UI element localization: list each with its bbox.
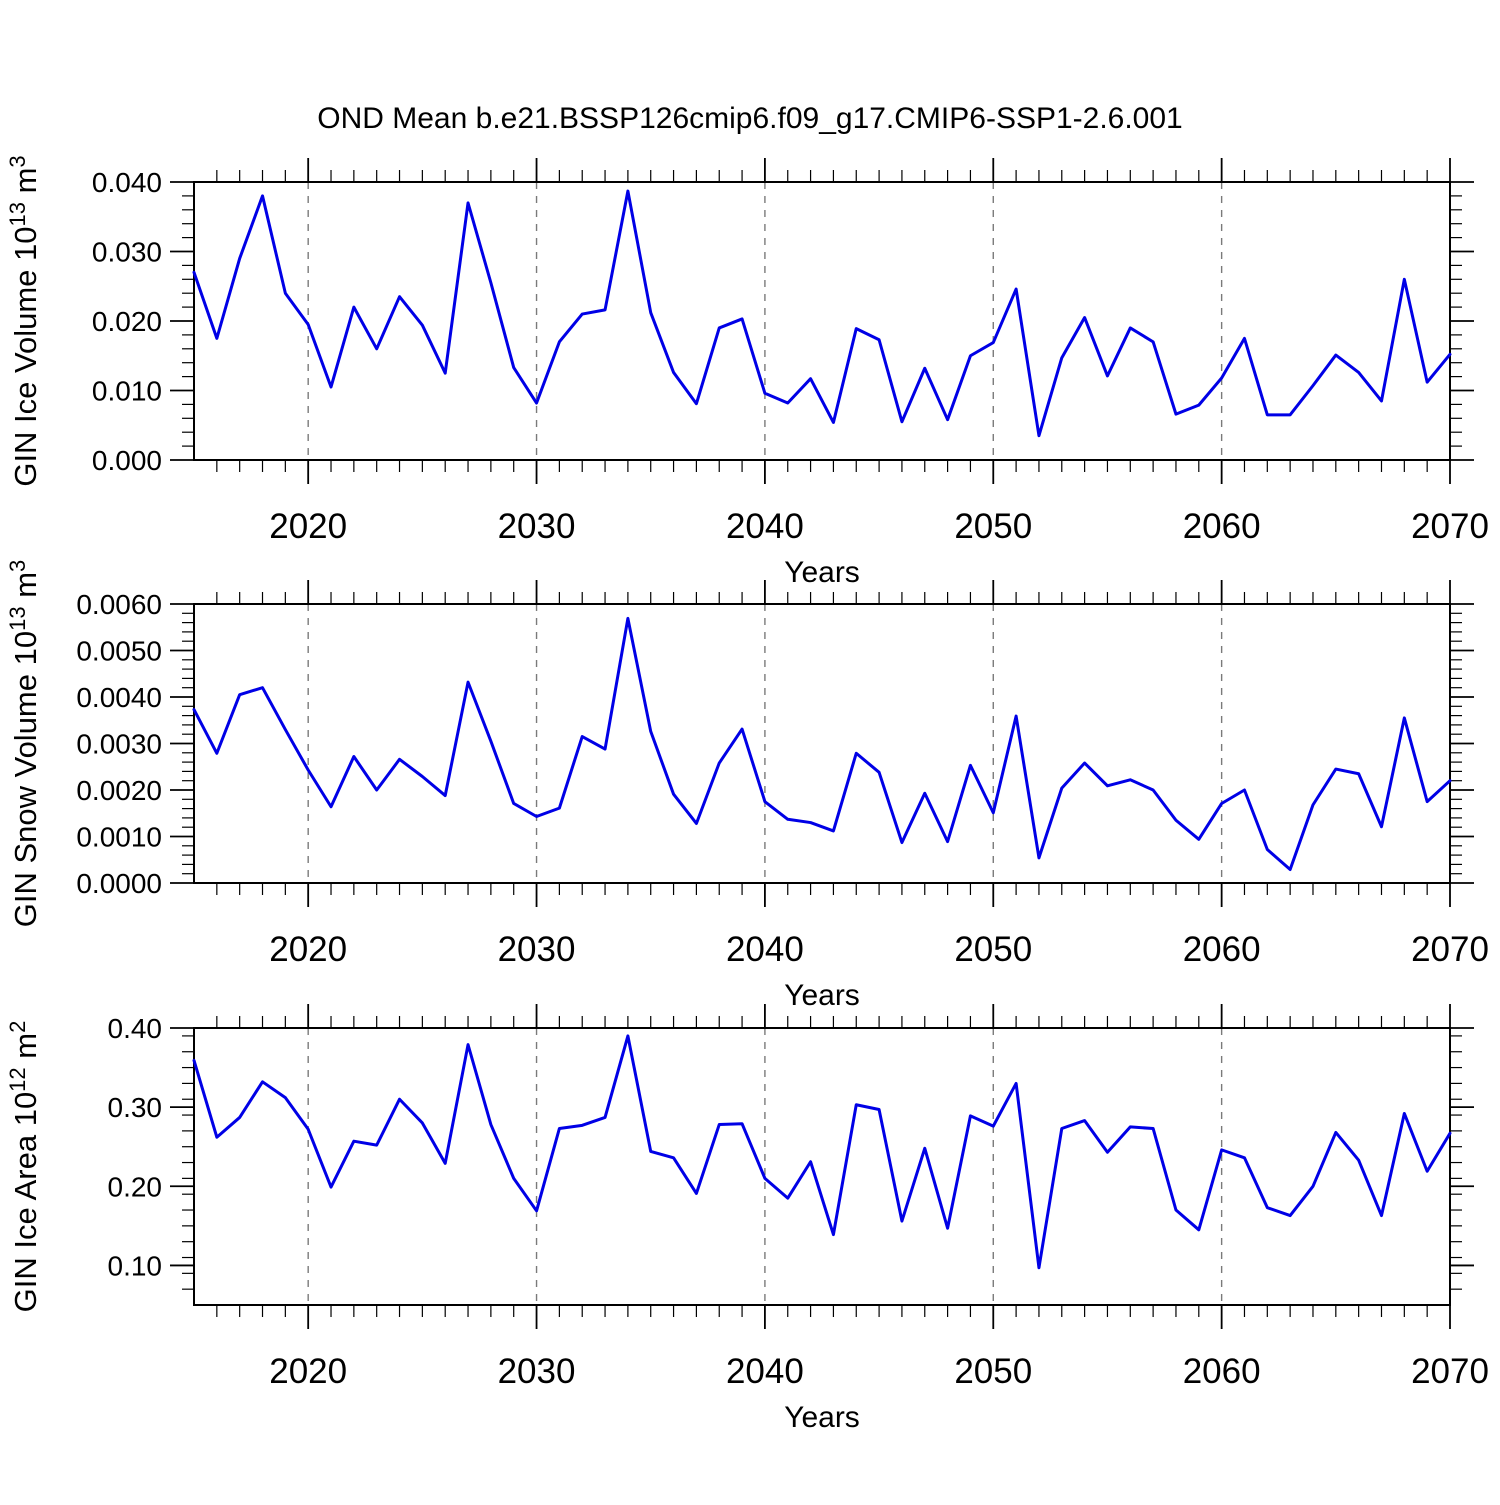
y-axis-title: GIN Ice Volume 1013 m3 — [5, 155, 43, 486]
ice-area-frame — [193, 1027, 1451, 1306]
y-axis-title-sup: 2 — [5, 1021, 30, 1033]
y-tick-label: 0.040 — [92, 167, 162, 198]
x-tick-label: 2070 — [1411, 930, 1489, 969]
panel-snow-volume: 2020 2030 2040 2050 2060 2070 Years 0.0000 0.001… — [5, 560, 1489, 1012]
y-tick-label: 0.30 — [108, 1092, 163, 1123]
ice-volume-frame — [193, 181, 1451, 461]
y-tick-label: 0.000 — [92, 445, 162, 476]
y-tick-label: 0.0000 — [76, 868, 162, 899]
x-tick-label: 2070 — [1411, 1352, 1489, 1391]
x-tick-label: 2040 — [726, 1352, 804, 1391]
y-axis-title-text: GIN Ice Area 10 — [8, 1092, 43, 1313]
y-tick-label: 0.0050 — [76, 636, 162, 667]
y-axis-title: GIN Ice Area 1012 m2 — [5, 1021, 43, 1313]
y-axis-title-sup: 3 — [5, 155, 30, 167]
panel-ice-area: 2020 2030 2040 2050 2060 2070 Years 0.10 0.20 0.3… — [5, 1004, 1489, 1434]
x-tick-label: 2050 — [954, 930, 1032, 969]
x-tick-label: 2030 — [498, 930, 576, 969]
y-tick-label: 0.0030 — [76, 729, 162, 760]
x-axis-title: Years — [784, 556, 860, 589]
y-tick-label: 0.20 — [108, 1171, 163, 1202]
x-tick-label: 2040 — [726, 507, 804, 546]
x-axis-title: Years — [784, 1401, 860, 1434]
x-tick-label: 2030 — [498, 1352, 576, 1391]
y-tick-label: 0.10 — [108, 1250, 163, 1281]
y-axis-title-sup: 13 — [5, 606, 30, 630]
x-tick-label: 2060 — [1183, 507, 1261, 546]
x-tick-label: 2040 — [726, 930, 804, 969]
y-tick-label: 0.010 — [92, 376, 162, 407]
x-tick-label: 2060 — [1183, 1352, 1261, 1391]
panels-group: 2020 2030 2040 2050 2060 2070 Years 0.000 0.010 0… — [5, 155, 1489, 1434]
y-tick-label: 0.0010 — [76, 822, 162, 853]
x-tick-label: 2050 — [954, 1352, 1032, 1391]
y-tick-label: 0.020 — [92, 306, 162, 337]
y-axis-title-text: m — [8, 1033, 43, 1067]
x-tick-label: 2020 — [269, 507, 347, 546]
y-axis-title-sup: 3 — [5, 560, 30, 572]
y-tick-label: 0.0040 — [76, 682, 162, 713]
ice-volume-series-line — [192, 189, 1452, 438]
x-tick-label: 2020 — [269, 1352, 347, 1391]
y-axis-title-text: GIN Snow Volume 10 — [8, 631, 43, 927]
y-tick-label: 0.030 — [92, 237, 162, 268]
ice-area-series-line — [192, 1034, 1452, 1270]
y-axis-title-sup: 12 — [5, 1067, 30, 1091]
x-tick-label: 2060 — [1183, 930, 1261, 969]
x-axis-title: Years — [784, 979, 860, 1012]
y-axis-title-text: GIN Ice Volume 10 — [8, 226, 43, 486]
chart-title: OND Mean b.e21.BSSP126cmip6.f09_g17.CMIP… — [317, 102, 1183, 135]
y-tick-label: 0.40 — [108, 1013, 163, 1044]
x-tick-label: 2070 — [1411, 507, 1489, 546]
snow-volume-series-line — [192, 616, 1452, 872]
y-axis-title: GIN Snow Volume 1013 m3 — [5, 560, 43, 928]
snow-volume-frame — [193, 603, 1451, 884]
x-tick-label: 2050 — [954, 507, 1032, 546]
y-axis-title-text: m — [8, 572, 43, 606]
y-axis-title-text: m — [8, 168, 43, 202]
x-tick-label: 2020 — [269, 930, 347, 969]
x-tick-label: 2030 — [498, 507, 576, 546]
panel-ice-volume: 2020 2030 2040 2050 2060 2070 Years 0.000 0.010 0… — [5, 155, 1489, 589]
y-tick-label: 0.0060 — [76, 589, 162, 620]
y-tick-label: 0.0020 — [76, 775, 162, 806]
y-axis-title-sup: 13 — [5, 202, 30, 226]
